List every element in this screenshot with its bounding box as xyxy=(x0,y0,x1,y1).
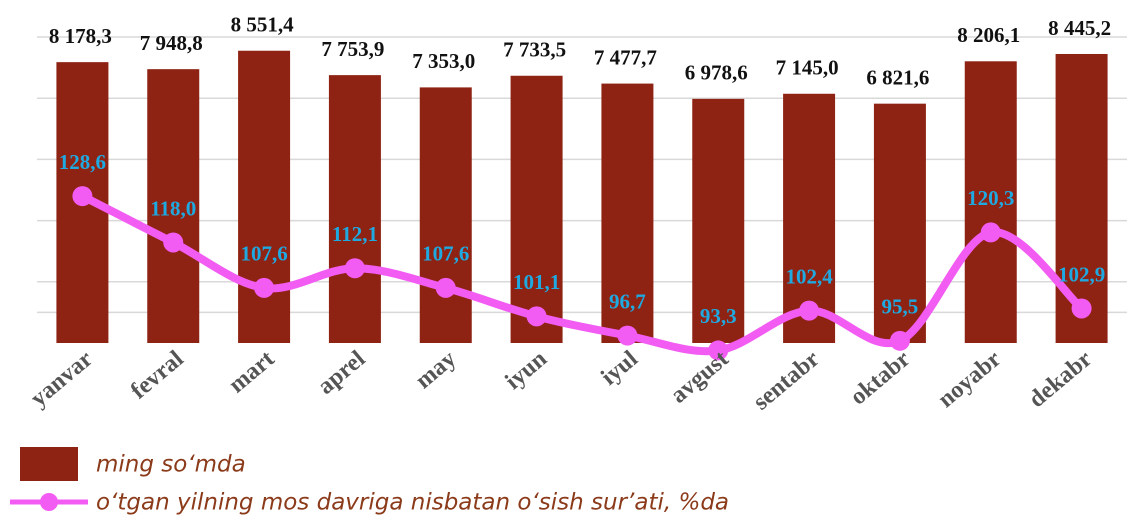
x-tick-label: mart xyxy=(224,346,280,398)
line-marker xyxy=(435,277,456,298)
bar-label: 7 948,8 xyxy=(140,31,203,55)
line-marker xyxy=(708,340,729,361)
bar-label: 8 178,3 xyxy=(49,24,112,48)
legend-label: ming so‘mda xyxy=(96,452,246,478)
bar-label: 7 733,5 xyxy=(503,38,566,62)
bar xyxy=(419,87,472,344)
line-label: 101,1 xyxy=(513,270,560,294)
line-label: 95,5 xyxy=(882,295,919,319)
line-marker xyxy=(526,306,547,327)
bar xyxy=(238,50,291,343)
x-tick-label: fevral xyxy=(126,346,189,405)
line-label: 107,6 xyxy=(422,242,469,266)
line-label: 120,3 xyxy=(967,186,1014,210)
bar-label: 7 477,7 xyxy=(594,45,657,69)
x-tick-label: oktabr xyxy=(845,346,915,411)
line-label: 93,3 xyxy=(700,304,737,328)
line-label: 102,4 xyxy=(785,264,833,288)
line-marker xyxy=(1071,298,1092,319)
x-tick-label: dekabr xyxy=(1024,346,1097,413)
legend-swatch xyxy=(20,447,78,481)
bar-label: 6 978,6 xyxy=(685,61,748,85)
x-tick-label: yanvar xyxy=(26,346,98,412)
line-marker xyxy=(617,325,638,346)
line-label: 102,9 xyxy=(1058,262,1105,286)
bar-label: 8 445,2 xyxy=(1048,16,1111,40)
line-label: 96,7 xyxy=(609,289,646,313)
bar-label: 7 753,9 xyxy=(321,37,384,61)
line-label: 107,6 xyxy=(240,242,287,266)
bar xyxy=(964,61,1017,344)
line-marker xyxy=(799,300,820,321)
line-label: 128,6 xyxy=(59,150,106,174)
line-marker xyxy=(344,258,365,279)
bar xyxy=(147,69,200,343)
line xyxy=(78,192,1086,356)
line-label: 112,1 xyxy=(332,222,378,246)
line-marker xyxy=(889,330,910,351)
x-tick-label: iyul xyxy=(596,346,643,391)
x-tick-label: iyun xyxy=(501,346,552,395)
line-marker xyxy=(163,232,184,253)
line-label: 118,0 xyxy=(150,196,196,220)
legend-label: o‘tgan yilning mos davriga nisbatan o‘si… xyxy=(96,490,729,516)
bar xyxy=(873,103,926,343)
x-tick-label: sentabr xyxy=(749,346,825,416)
line-marker xyxy=(72,186,93,207)
bar xyxy=(328,75,381,343)
x-tick-label: noyabr xyxy=(933,346,1006,413)
bar-label: 8 551,4 xyxy=(231,13,295,37)
bar-label: 6 821,6 xyxy=(866,65,929,89)
x-tick-label: aprel xyxy=(313,346,370,400)
bar-label: 7 353,0 xyxy=(412,49,475,73)
x-tick-label: avgust xyxy=(666,346,734,409)
bar xyxy=(601,83,654,343)
x-tick-label: may xyxy=(411,346,461,394)
line-marker xyxy=(980,222,1001,243)
legend-swatch xyxy=(40,493,58,511)
line-marker xyxy=(254,277,275,298)
bar-label: 8 206,1 xyxy=(957,23,1020,47)
bar xyxy=(692,98,745,343)
bar-label: 7 145,0 xyxy=(776,56,839,80)
bar xyxy=(510,75,563,344)
